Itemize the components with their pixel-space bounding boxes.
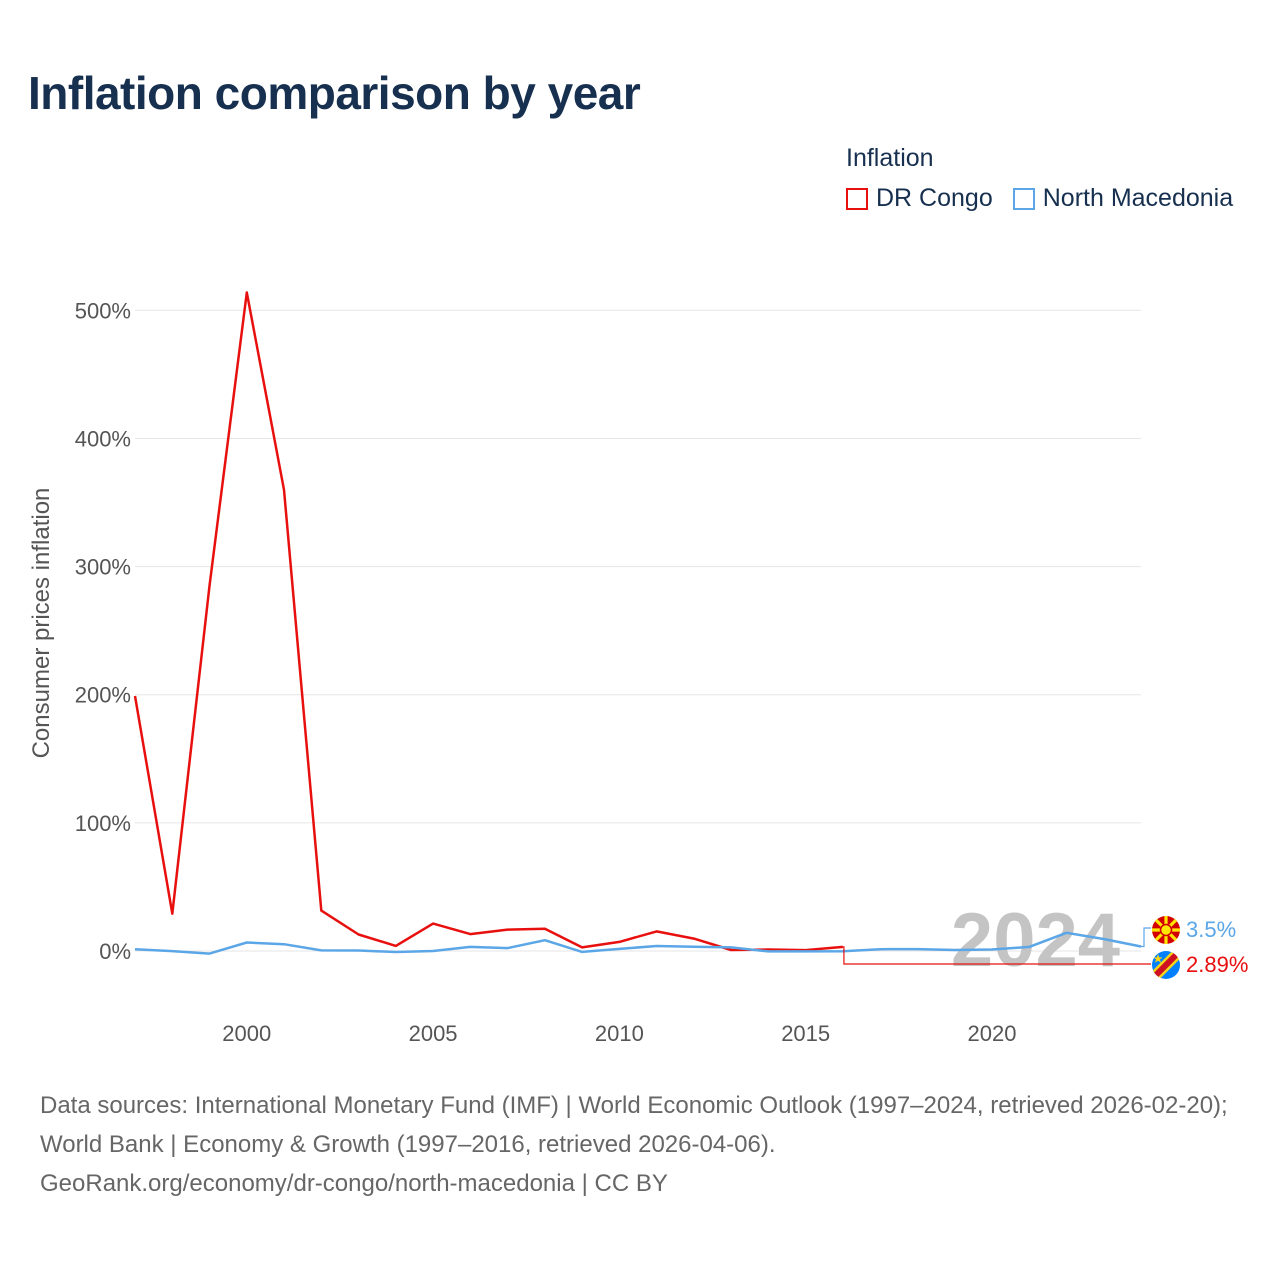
y-tick-labels: 0% 100% 200% 300% 400% 500%: [75, 298, 131, 964]
legend-swatch-dr-congo: [846, 187, 868, 210]
y-tick-label: 400%: [75, 426, 131, 451]
source-text: Data sources: International Monetary Fun…: [40, 1092, 1228, 1158]
dr-congo-leader-line: [842, 946, 1151, 965]
legend-label-north-macedonia: North Macedonia: [1042, 184, 1234, 212]
north-macedonia-end-value: 3.5%: [1186, 917, 1236, 942]
legend: DR Congo North Macedonia: [846, 184, 1253, 213]
y-tick-label: 200%: [75, 683, 131, 708]
year-watermark: 2024: [951, 898, 1120, 983]
gridlines: [135, 309, 1141, 952]
x-tick-label: 2015: [781, 1021, 830, 1046]
dr-congo-flag-icon: [1152, 951, 1180, 979]
legend-swatch-north-macedonia: [1012, 187, 1035, 210]
north-macedonia-leader-line: [1141, 927, 1151, 948]
series-lines: [133, 291, 1142, 955]
x-tick-label: 2000: [222, 1021, 271, 1046]
legend-label-dr-congo: DR Congo: [876, 184, 993, 212]
legend-title: Inflation: [846, 144, 934, 172]
series-line-dr-congo[interactable]: [133, 291, 844, 952]
series-line-north-macedonia[interactable]: [134, 931, 1142, 955]
chart-title: Inflation comparison by year: [28, 67, 641, 119]
x-tick-label: 2005: [409, 1021, 458, 1046]
source-note: Data sources: International Monetary Fun…: [40, 1086, 1250, 1203]
dr-congo-end-value: 2.89%: [1186, 952, 1248, 977]
y-tick-label: 0%: [99, 939, 131, 964]
y-tick-label: 500%: [75, 298, 131, 323]
x-tick-label: 2020: [967, 1021, 1016, 1046]
north-macedonia-flag-icon: [1152, 916, 1180, 944]
y-tick-label: 300%: [75, 555, 131, 580]
source-url[interactable]: GeoRank.org/economy/dr-congo/north-maced…: [40, 1170, 668, 1197]
y-tick-label: 100%: [75, 811, 131, 836]
legend-item-north-macedonia[interactable]: North Macedonia: [1012, 184, 1234, 213]
x-tick-label: 2010: [595, 1021, 644, 1046]
x-tick-labels: 2000 2005 2010 2015 2020: [222, 1021, 1016, 1046]
legend-item-dr-congo[interactable]: DR Congo: [846, 184, 993, 213]
